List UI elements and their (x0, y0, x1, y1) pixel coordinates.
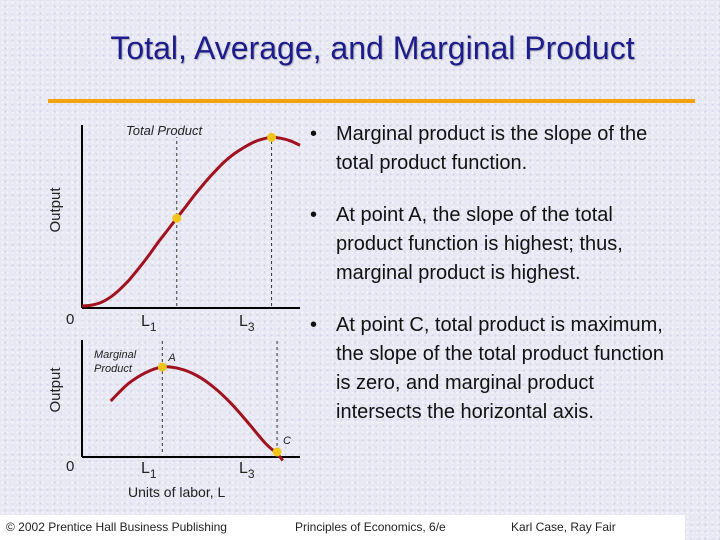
bullet-text: At point C, total product is maximum, th… (336, 314, 664, 423)
tp-tick-label-l1: L1 (141, 313, 157, 334)
bullet-list: • Marginal product is the slope of the t… (306, 120, 666, 441)
mp-series-label: Marginal Product (94, 349, 137, 375)
mp-point-label: C (283, 435, 291, 447)
mp-tick-label-l1: L1 (141, 460, 157, 481)
bullet-item: • At point C, total product is maximum, … (306, 311, 666, 427)
tp-point-marker (172, 213, 182, 223)
bullet-dot: • (310, 204, 318, 226)
tp-series-line (81, 135, 301, 308)
mp-origin-label: 0 (66, 458, 74, 475)
mp-point-marker (272, 447, 282, 457)
mp-point-marker (157, 362, 167, 372)
tp-origin-label: 0 (66, 311, 74, 328)
footer-book-title: Principles of Economics, 6/e (295, 520, 446, 534)
tp-series-label: Total Product (126, 123, 204, 138)
footer-authors: Karl Case, Ray Fair (511, 520, 616, 534)
bullet-dot: • (310, 314, 318, 336)
mp-y-label: Output (47, 367, 64, 413)
tp-point-marker (267, 132, 277, 142)
bullet-text: Marginal product is the slope of the tot… (336, 123, 648, 174)
slide-title: Total, Average, and Marginal Product (110, 30, 635, 66)
total-product-chart: Total Product Output 0 L1 L3 (47, 123, 301, 334)
bullet-item: • At point A, the slope of the total pro… (306, 201, 666, 288)
mp-point-label: A (167, 352, 175, 364)
mp-tick-label-l3: L3 (239, 460, 255, 481)
footer: © 2002 Prentice Hall Business Publishing… (0, 515, 685, 540)
mp-series-line (109, 365, 284, 462)
marginal-product-chart: A C Marginal Product Output 0 L1 L3 Units … (47, 338, 300, 500)
bullet-item: • Marginal product is the slope of the t… (306, 120, 666, 178)
tp-y-label: Output (47, 187, 64, 233)
title-rule (48, 99, 695, 103)
mp-x-label: Units of labor, L (128, 484, 225, 500)
bullet-dot: • (310, 123, 318, 145)
bullet-text: At point A, the slope of the total produ… (336, 204, 623, 284)
tp-tick-label-l3: L3 (239, 313, 255, 334)
footer-copyright: © 2002 Prentice Hall Business Publishing (6, 520, 227, 534)
